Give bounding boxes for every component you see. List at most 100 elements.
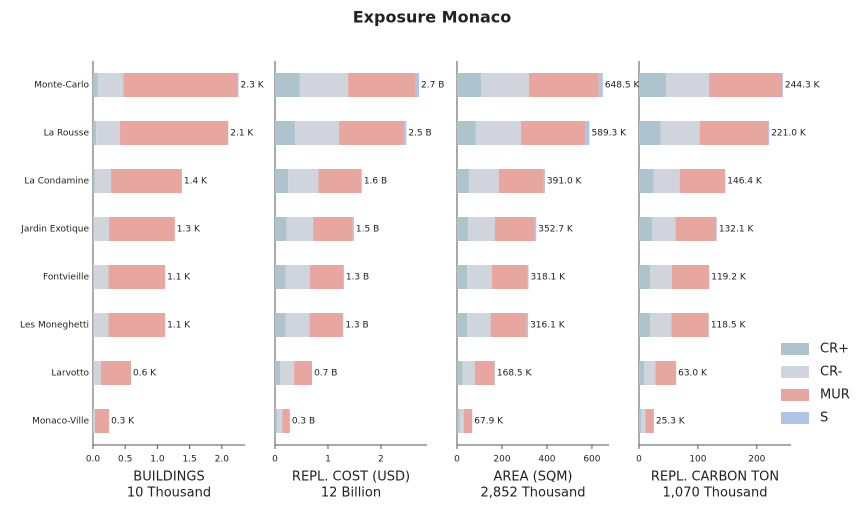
- bar-segment: [309, 313, 342, 337]
- bar-segment: [457, 313, 467, 337]
- y-tick-label: Monte-Carlo: [34, 81, 89, 91]
- total-label: 1.1 K: [167, 321, 191, 331]
- bar-segment: [464, 409, 472, 433]
- bar-segment: [286, 313, 310, 337]
- total-label: 0.6 K: [133, 369, 157, 379]
- legend-swatch: [781, 343, 809, 355]
- bar-segment: [639, 217, 652, 241]
- total-label: 1.5 B: [356, 225, 379, 235]
- legend-label: CR-: [820, 365, 843, 380]
- bar-segment: [96, 121, 120, 145]
- bar-segment: [676, 217, 717, 241]
- x-tick-label: 600: [583, 455, 600, 465]
- total-label: 352.7 K: [538, 225, 574, 235]
- bar-segment: [93, 121, 96, 145]
- bar-segment: [457, 169, 469, 193]
- bar-segment: [95, 409, 109, 433]
- bar-segment: [348, 73, 416, 97]
- x-tick-label: 200: [748, 455, 765, 465]
- total-label: 0.3 K: [111, 417, 135, 427]
- bar-segment: [481, 73, 529, 97]
- total-label: 118.5 K: [711, 321, 747, 331]
- bar-segment: [457, 217, 468, 241]
- total-label: 1.6 B: [364, 177, 387, 187]
- total-label: 316.1 K: [530, 321, 566, 331]
- bar-segment: [282, 409, 289, 433]
- bar-segment: [404, 121, 406, 145]
- bar-segment: [94, 361, 100, 385]
- bar-segment: [641, 409, 645, 433]
- total-label: 1.3 K: [177, 225, 201, 235]
- bar-segment: [457, 361, 463, 385]
- x-tick-label: 100: [689, 455, 706, 465]
- legend-label: MUR: [820, 388, 850, 403]
- bar-segment: [111, 169, 182, 193]
- bar-segment: [599, 73, 603, 97]
- bar-segment: [491, 313, 527, 337]
- bar-segment: [93, 217, 94, 241]
- bar-segment: [463, 361, 475, 385]
- bar-segment: [544, 169, 545, 193]
- bar-segment: [528, 265, 529, 289]
- y-tick-label: Larvotto: [51, 369, 89, 379]
- bar-segment: [318, 169, 361, 193]
- x-tick-label: 0.0: [86, 455, 101, 465]
- bar-segment: [120, 121, 228, 145]
- bar-segment: [467, 313, 491, 337]
- x-tick-label: 0: [454, 455, 460, 465]
- bar-segment: [94, 313, 108, 337]
- x-tick-label: 2: [378, 455, 384, 465]
- bar-segment: [280, 361, 294, 385]
- bar-segment: [275, 121, 295, 145]
- x-tick-label: 0: [272, 455, 278, 465]
- bar-segment: [275, 313, 286, 337]
- total-label: 25.3 K: [656, 417, 686, 427]
- x-axis-sublabel: 10 Thousand: [127, 486, 211, 501]
- total-label: 0.7 B: [314, 369, 337, 379]
- bar-segment: [527, 313, 528, 337]
- bar-segment: [716, 217, 717, 241]
- total-label: 1.3 B: [346, 273, 369, 283]
- bar-segment: [495, 217, 535, 241]
- bar-segment: [353, 217, 354, 241]
- bar-segment: [529, 73, 599, 97]
- x-axis-label: REPL. CARBON TON: [651, 470, 779, 485]
- total-label: 2.3 K: [241, 81, 265, 91]
- legend-label: S: [820, 411, 828, 426]
- bar-segment: [94, 409, 95, 433]
- bar-segment: [671, 313, 708, 337]
- total-label: 1.1 K: [167, 273, 191, 283]
- total-label: 63.0 K: [678, 369, 708, 379]
- bar-segment: [457, 265, 467, 289]
- bar-segment: [275, 361, 280, 385]
- total-label: 119.2 K: [711, 273, 747, 283]
- bar-segment: [108, 265, 165, 289]
- y-tick-label: Fontvieille: [43, 273, 89, 283]
- bar-segment: [98, 73, 124, 97]
- y-tick-label: Monaco-Ville: [32, 417, 89, 427]
- bar-segment: [652, 217, 676, 241]
- bar-segment: [650, 265, 672, 289]
- legend-swatch: [781, 366, 809, 378]
- bar-segment: [275, 73, 300, 97]
- x-axis-sublabel: 1,070 Thousand: [663, 486, 768, 501]
- x-tick-label: 0: [636, 455, 642, 465]
- y-tick-label: Jardin Exotique: [20, 225, 89, 235]
- bar-segment: [639, 121, 661, 145]
- bar-segment: [277, 409, 282, 433]
- total-label: 1.4 K: [184, 177, 208, 187]
- bar-segment: [521, 121, 586, 145]
- bar-segment: [275, 217, 287, 241]
- bar-segment: [275, 169, 288, 193]
- bar-segment: [700, 121, 768, 145]
- bar-segment: [339, 121, 404, 145]
- bar-segment: [275, 409, 277, 433]
- x-tick-label: 1.5: [182, 455, 196, 465]
- bar-segment: [654, 169, 680, 193]
- bar-segment: [313, 217, 353, 241]
- bar-segment: [672, 265, 709, 289]
- bar-segment: [655, 361, 676, 385]
- bar-segment: [275, 265, 286, 289]
- total-label: 132.1 K: [719, 225, 755, 235]
